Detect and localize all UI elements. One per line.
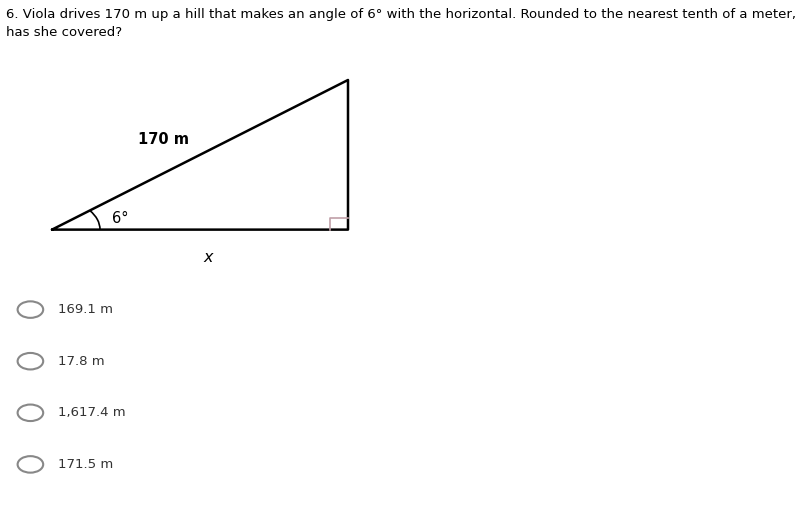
Text: 170 m: 170 m: [138, 132, 190, 147]
Text: x: x: [203, 250, 213, 266]
Text: 171.5 m: 171.5 m: [58, 458, 113, 471]
Text: 169.1 m: 169.1 m: [58, 303, 113, 316]
Text: 6°: 6°: [112, 211, 129, 226]
Text: has she covered?: has she covered?: [6, 26, 122, 39]
Text: 1,617.4 m: 1,617.4 m: [58, 406, 126, 420]
Text: 17.8 m: 17.8 m: [58, 354, 104, 368]
Text: 6. Viola drives 170 m up a hill that makes an angle of 6° with the horizontal. R: 6. Viola drives 170 m up a hill that mak…: [6, 8, 800, 21]
